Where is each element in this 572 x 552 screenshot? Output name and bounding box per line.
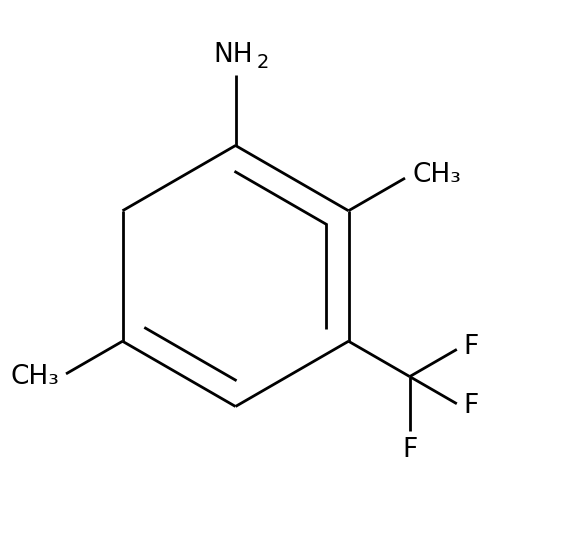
Text: CH₃: CH₃	[412, 162, 461, 188]
Text: F: F	[463, 394, 479, 420]
Text: NH: NH	[213, 43, 253, 68]
Text: F: F	[402, 438, 418, 464]
Text: F: F	[463, 333, 479, 360]
Text: CH₃: CH₃	[10, 364, 59, 390]
Text: 2: 2	[256, 52, 268, 72]
